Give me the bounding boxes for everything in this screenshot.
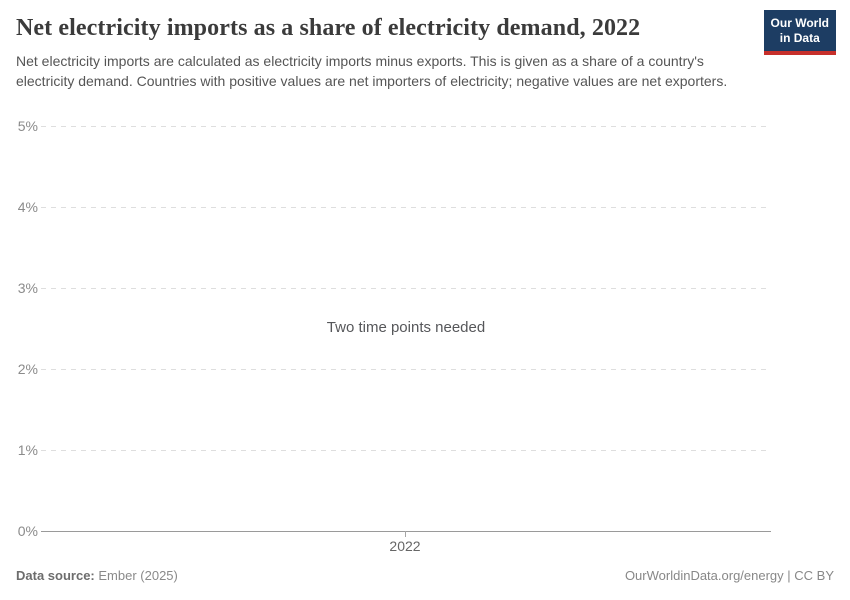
data-source-label: Data source:	[16, 568, 95, 583]
y-axis-tick-label: 1%	[17, 442, 38, 458]
chart-message: Two time points needed	[326, 319, 486, 336]
footer-link[interactable]: OurWorldinData.org/energy | CC BY	[624, 568, 834, 583]
chart-title: Net electricity imports as a share of el…	[16, 15, 641, 41]
data-source-value: Ember (2025)	[98, 568, 178, 583]
gridline	[41, 288, 771, 289]
x-axis-line	[41, 531, 771, 532]
gridline	[41, 126, 771, 127]
gridline	[41, 450, 771, 451]
chart-subtitle: Net electricity imports are calculated a…	[16, 53, 728, 90]
data-source: Data source: Ember (2025)	[16, 568, 178, 583]
y-axis-tick-label: 5%	[17, 118, 38, 134]
gridline	[41, 369, 771, 370]
x-axis-tick-label: 2022	[389, 538, 421, 554]
y-axis-tick-label: 2%	[17, 361, 38, 377]
chart-footer: Data source: Ember (2025) OurWorldinData…	[16, 568, 834, 583]
x-axis-tick	[405, 531, 406, 537]
gridline	[41, 207, 771, 208]
y-axis-tick-label: 4%	[17, 199, 38, 215]
owid-logo[interactable]: Our World in Data	[763, 10, 836, 55]
y-axis-tick-label: 3%	[17, 280, 38, 296]
y-axis-tick-label: 0%	[17, 523, 38, 539]
owid-logo-line2: in Data	[779, 31, 820, 45]
owid-logo-line1: Our World	[770, 16, 829, 30]
